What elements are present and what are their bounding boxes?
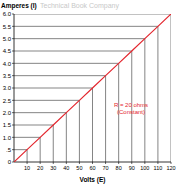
tick-label: 1.0 bbox=[3, 135, 12, 141]
y-axis bbox=[14, 14, 15, 162]
tick-label: 30 bbox=[50, 165, 56, 171]
tick-label: 10 bbox=[24, 165, 30, 171]
tick-label: 70 bbox=[103, 165, 109, 171]
series bbox=[14, 14, 171, 162]
grid-line bbox=[14, 26, 158, 27]
tick-label: 2.0 bbox=[3, 110, 12, 116]
grid-line bbox=[40, 137, 41, 162]
tick-label: 4.5 bbox=[3, 48, 12, 54]
tick-label: 120 bbox=[166, 165, 175, 171]
grid-line bbox=[14, 100, 79, 101]
grid-line bbox=[14, 88, 93, 89]
grid-line bbox=[53, 125, 54, 162]
x-axis bbox=[14, 162, 171, 163]
grid-line bbox=[157, 26, 158, 162]
tick-label: .5 bbox=[6, 147, 12, 153]
annotation: (Constant) bbox=[117, 109, 145, 115]
grid-line bbox=[79, 100, 80, 162]
x-axis-label: Volts (E) bbox=[80, 176, 106, 184]
tick-label: 5.0 bbox=[3, 36, 12, 42]
watermark: Technical Book Company bbox=[40, 2, 119, 10]
grid-line bbox=[105, 76, 106, 162]
tick-label: 3.5 bbox=[3, 73, 12, 79]
grid-line bbox=[171, 14, 172, 162]
tick-label: 90 bbox=[129, 165, 135, 171]
tick-label: 3.0 bbox=[3, 85, 12, 91]
tick-label: 50 bbox=[76, 165, 82, 171]
tick-label: 100 bbox=[140, 165, 149, 171]
tick-label: 110 bbox=[154, 165, 163, 171]
axes: 0 .5 1.0 1.5 2.0 2.5 3.0 3.5 4.0 4.5 5.0 5.5 6.0 10 20… bbox=[3, 11, 176, 171]
grid-line bbox=[14, 125, 53, 126]
tick-label: 6.0 bbox=[3, 11, 12, 17]
tick-label: 1.5 bbox=[3, 122, 12, 128]
chart: Technical Book CompanyAmperes (I) Volts (… bbox=[0, 0, 176, 184]
grid-line bbox=[27, 150, 28, 162]
tick-label: 4.0 bbox=[3, 61, 12, 67]
tick-label: 5.5 bbox=[3, 24, 12, 30]
grid-line bbox=[144, 39, 145, 162]
grid-line bbox=[14, 137, 40, 138]
tick-label: 0 bbox=[8, 159, 12, 165]
grid-line bbox=[14, 14, 171, 15]
tick-label: 60 bbox=[89, 165, 95, 171]
annotation: R = 20 ohms bbox=[114, 102, 148, 108]
grid-line bbox=[92, 88, 93, 162]
y-axis-label: Amperes (I) bbox=[1, 2, 37, 10]
line bbox=[14, 14, 171, 162]
tick-label: 2.5 bbox=[3, 98, 12, 104]
grid-line bbox=[14, 149, 27, 150]
tick-label: 40 bbox=[63, 165, 69, 171]
tick-label: 80 bbox=[116, 165, 122, 171]
grid-line bbox=[14, 38, 145, 39]
grid-line bbox=[14, 75, 106, 76]
tick-label: 20 bbox=[37, 165, 43, 171]
grid-line bbox=[14, 112, 66, 113]
grid-line bbox=[14, 51, 132, 52]
grid-line bbox=[66, 113, 67, 162]
grid bbox=[14, 14, 171, 162]
grid-line bbox=[14, 63, 119, 64]
